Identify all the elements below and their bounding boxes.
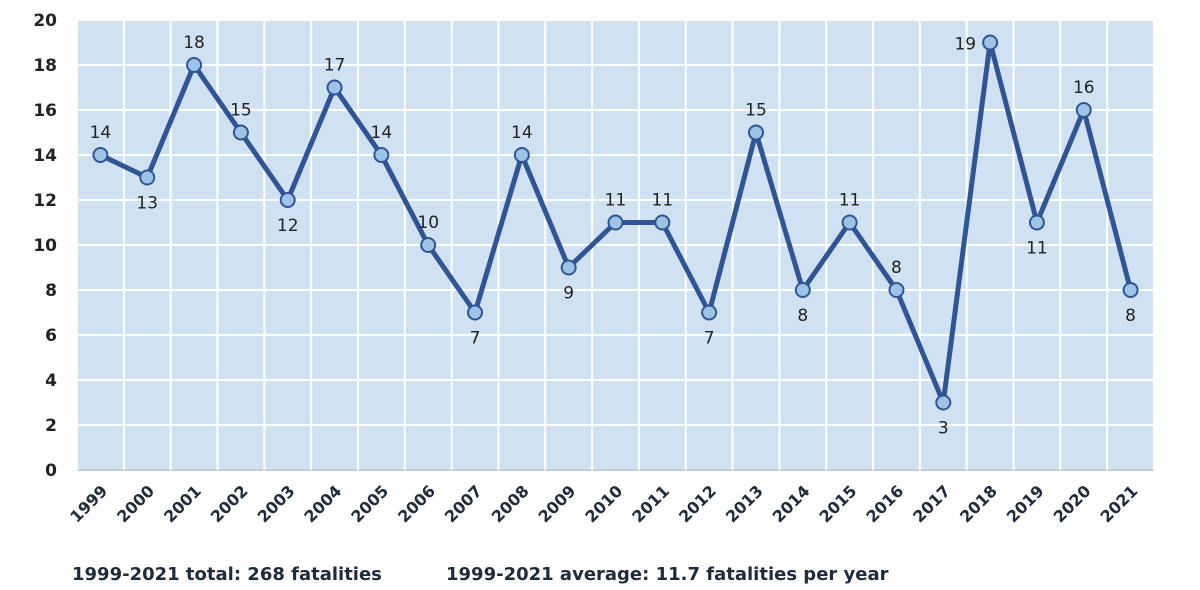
data-label: 17 [324,56,346,76]
x-tick-label: 2015 [816,481,861,526]
y-tick-label: 6 [45,326,57,346]
data-label: 8 [891,258,902,278]
y-tick-label: 14 [33,146,57,166]
data-label: 18 [183,33,205,53]
y-tick-label: 12 [33,191,57,211]
data-label: 13 [136,194,158,214]
data-label: 15 [230,101,252,121]
data-labels: 14 13 18 15 12 17 14 10 7 14 9 11 11 7 15 8 11 8 3 19 11 16 8 [90,33,1136,439]
x-tick-label: 2006 [394,481,439,526]
data-point [1028,214,1045,231]
data-label: 11 [605,191,627,211]
data-label: 15 [745,101,767,121]
data-point [1075,102,1092,118]
data-point [794,282,811,298]
x-tick-label: 2020 [1050,481,1095,526]
data-label: 7 [470,329,481,349]
data-point [92,147,109,163]
data-label: 8 [1125,306,1136,326]
data-point [279,192,296,208]
x-tick-label: 2017 [909,481,954,526]
x-tick-label: 2004 [300,481,345,526]
data-label: 16 [1073,78,1095,98]
x-tick-label: 2008 [488,481,533,526]
data-label: 7 [704,329,715,349]
y-tick-label: 16 [33,101,57,121]
data-label: 11 [652,191,674,211]
data-point [841,214,858,231]
data-point [513,147,530,163]
x-axis: 1999 2000 2001 2002 2003 2004 2005 2006 2007 2008… [66,481,1141,526]
y-tick-label: 4 [45,371,57,391]
y-tick-label: 10 [33,236,57,256]
data-label: 14 [371,123,393,143]
data-label: 19 [954,35,976,55]
data-point [420,237,437,253]
data-point [607,214,624,231]
x-tick-label: 2010 [581,481,626,526]
data-label: 8 [797,306,808,326]
data-label: 11 [839,191,861,211]
data-point [186,57,203,73]
data-point [935,394,952,411]
data-label: 9 [563,284,574,304]
x-tick-label: 2019 [1003,481,1048,526]
data-point [1122,282,1139,298]
data-point [232,124,249,141]
data-label: 12 [277,216,299,236]
data-point [888,282,905,298]
x-tick-label: 2001 [160,481,205,526]
y-tick-label: 20 [33,11,57,31]
x-tick-label: 2014 [769,481,814,526]
x-tick-label: 2007 [441,481,486,526]
x-tick-label: 2013 [722,481,767,526]
x-tick-label: 2018 [956,481,1001,526]
markers [92,34,1139,411]
x-tick-label: 2005 [347,481,392,526]
data-point [326,79,343,96]
x-tick-label: 2002 [207,481,252,526]
data-point [982,34,999,51]
data-label: 14 [511,123,533,143]
x-tick-label: 2011 [628,481,673,526]
y-tick-label: 2 [45,416,57,436]
x-tick-label: 2012 [675,481,720,526]
y-axis: 0 2 4 6 8 10 12 14 16 18 20 [33,11,57,481]
data-label: 11 [1026,239,1048,259]
x-tick-label: 2021 [1096,481,1141,526]
data-point [560,259,577,276]
x-tick-label: 1999 [66,481,111,526]
data-point [373,147,390,163]
data-label: 10 [417,213,439,233]
x-tick-label: 2003 [254,481,299,526]
data-point [139,169,156,186]
x-tick-label: 2009 [535,481,580,526]
y-tick-label: 0 [45,461,57,481]
y-tick-label: 8 [45,281,57,301]
data-point [467,304,484,321]
data-label: 3 [938,419,949,439]
y-tick-label: 18 [33,56,57,76]
x-tick-label: 2016 [862,481,907,526]
data-point [654,214,671,231]
data-point [747,124,764,141]
x-tick-label: 2000 [113,481,158,526]
footer-average: 1999-2021 average: 11.7 fatalities per y… [446,564,889,585]
footer-total: 1999-2021 total: 268 fatalities [72,564,382,585]
data-point [701,304,718,321]
data-label: 14 [90,123,112,143]
